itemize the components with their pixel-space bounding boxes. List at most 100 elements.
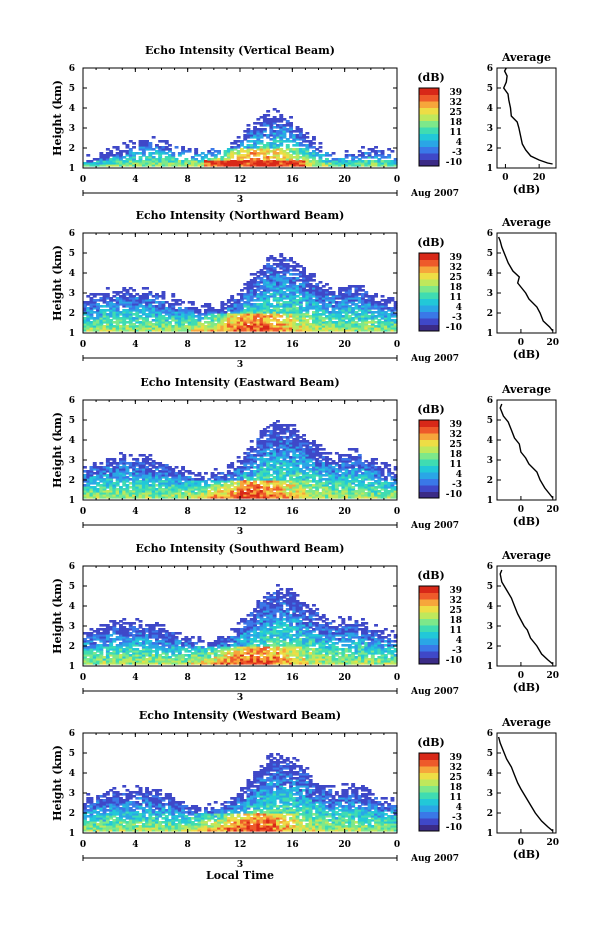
heatmap-cell — [181, 152, 185, 155]
heatmap-cell — [370, 319, 375, 322]
heatmap-cell — [226, 305, 231, 308]
heatmap-cell — [361, 152, 365, 155]
heatmap-cell — [298, 152, 303, 155]
heatmap-cell — [256, 271, 261, 274]
heatmap-cell — [276, 152, 280, 155]
heatmap-cell — [200, 158, 205, 161]
heatmap-cell — [259, 327, 264, 330]
colorbar-swatch — [419, 153, 439, 160]
heatmap-cell — [276, 289, 280, 292]
heatmap-cell — [266, 321, 271, 324]
heatmap-cell — [361, 490, 365, 493]
heatmap-cell — [207, 323, 212, 326]
heatmap-cell — [259, 281, 264, 284]
heatmap-cell — [125, 462, 130, 465]
heatmap-cell — [253, 313, 257, 316]
heatmap-cell — [148, 301, 153, 304]
heatmap-cell — [282, 162, 287, 165]
heatmap-cell — [171, 327, 176, 330]
heatmap-cell — [308, 325, 313, 328]
heatmap-cell — [122, 462, 127, 465]
heatmap-cell — [83, 319, 87, 322]
heatmap-cell — [89, 662, 94, 665]
heatmap-cell — [138, 144, 143, 147]
heatmap-cell — [102, 632, 107, 635]
heatmap-cell — [122, 494, 127, 497]
heatmap-cell — [115, 329, 120, 332]
heatmap-cell — [226, 488, 231, 491]
heatmap-cell — [256, 287, 261, 290]
heatmap-cell — [295, 158, 300, 161]
heatmap-cell — [315, 297, 320, 300]
heatmap-cell — [305, 156, 310, 159]
heatmap-cell — [135, 305, 140, 308]
heatmap-cell — [181, 466, 185, 469]
heatmap-cell — [272, 283, 277, 286]
heatmap-cell — [220, 472, 225, 475]
heatmap-cell — [276, 484, 280, 487]
heatmap-cell — [187, 148, 192, 151]
heatmap-cell — [207, 313, 212, 316]
heatmap-cell — [158, 307, 163, 310]
heatmap-cell — [194, 321, 199, 324]
heatmap-cell — [285, 287, 290, 290]
heatmap-cell — [249, 329, 254, 332]
heatmap-cell — [292, 321, 297, 324]
heatmap-cell — [347, 472, 352, 475]
heatmap-cell — [249, 283, 254, 286]
heatmap-cell — [312, 287, 316, 290]
heatmap-cell — [148, 299, 153, 302]
heatmap-cell — [374, 488, 378, 491]
heatmap-cell — [259, 303, 264, 306]
heatmap-cell — [292, 164, 297, 167]
heatmap-cell — [96, 638, 100, 641]
heatmap-cell — [282, 134, 287, 137]
heatmap-cell — [374, 462, 378, 465]
heatmap-cell — [138, 321, 143, 324]
heatmap-cell — [298, 164, 303, 167]
heatmap-cell — [292, 327, 297, 330]
heatmap-cell — [259, 124, 264, 127]
heatmap-cell — [272, 273, 277, 276]
heatmap-cell — [393, 492, 398, 495]
heatmap-cell — [99, 305, 104, 308]
heatmap-cell — [282, 488, 287, 491]
heatmap-cell — [312, 160, 316, 163]
heatmap-cell — [279, 474, 284, 477]
heatmap-cell — [259, 456, 264, 459]
heatmap-cell — [236, 494, 241, 497]
heatmap-cell — [276, 287, 280, 290]
heatmap-cell — [272, 291, 277, 294]
heatmap-cell — [226, 480, 231, 483]
heatmap-cell — [266, 148, 271, 151]
heatmap-cell — [168, 317, 172, 320]
heatmap-cell — [331, 152, 336, 155]
heatmap-cell — [295, 436, 300, 439]
heatmap-cell — [361, 468, 365, 471]
heatmap-cell — [135, 476, 140, 479]
heatmap-cell — [266, 271, 271, 274]
heatmap-cell — [285, 140, 290, 143]
heatmap-cell — [374, 321, 378, 324]
heatmap-cell — [259, 450, 264, 453]
heatmap-cell — [102, 474, 107, 477]
heatmap-cell — [230, 299, 235, 302]
average-profile-line — [499, 403, 554, 499]
heatmap-cell — [249, 287, 254, 290]
heatmap-cell — [125, 476, 130, 479]
heatmap-cell — [331, 299, 336, 302]
heatmap-cell — [370, 327, 375, 330]
heatmap-cell — [204, 329, 208, 332]
heatmap-cell — [246, 456, 251, 459]
heatmap-cell — [141, 140, 146, 143]
heatmap-cell — [282, 474, 287, 477]
heatmap-cell — [155, 468, 159, 471]
heatmap-cell — [236, 293, 241, 296]
heatmap-cell — [279, 466, 284, 469]
heatmap-cell — [83, 644, 87, 647]
heatmap-cell — [318, 313, 323, 316]
heatmap-cell — [105, 287, 110, 290]
heatmap-cell — [184, 488, 189, 491]
heatmap-cell — [266, 307, 271, 310]
heatmap-cell — [128, 462, 133, 465]
